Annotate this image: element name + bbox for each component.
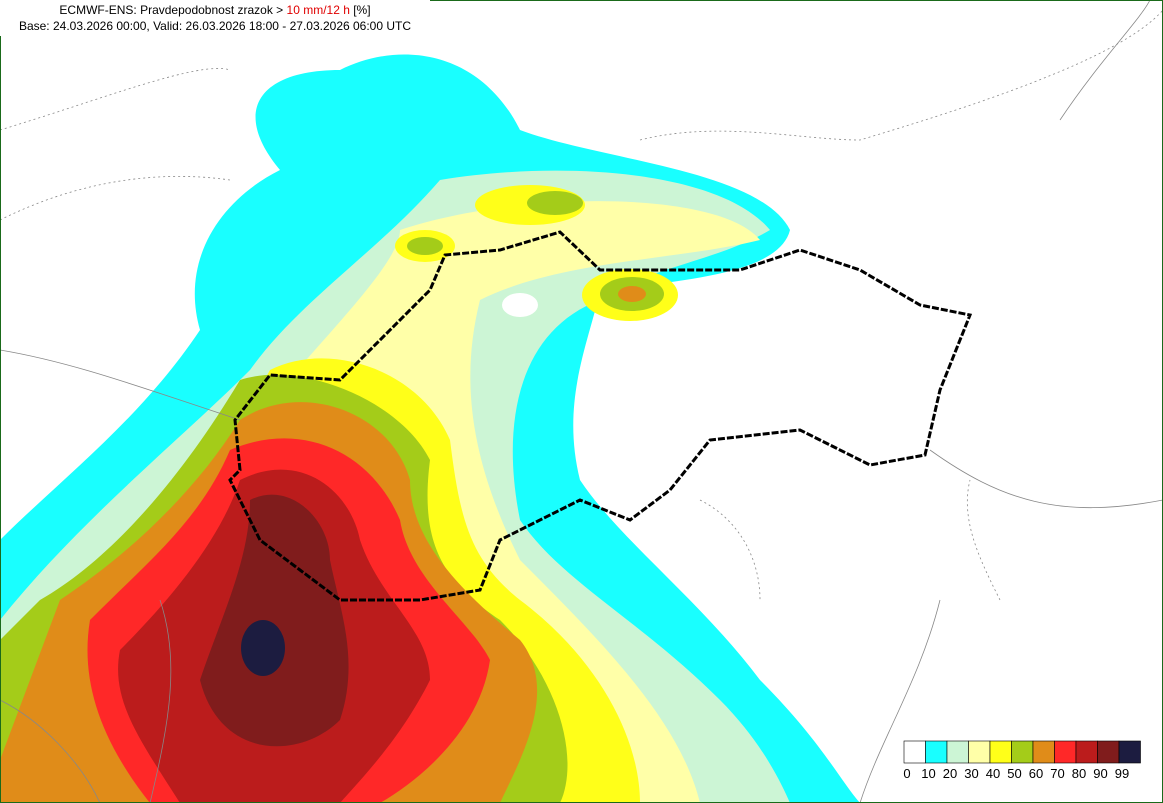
legend-swatch	[1118, 740, 1141, 764]
legend-swatch	[1054, 740, 1077, 764]
title-line-2: Base: 24.03.2026 00:00, Valid: 26.03.202…	[18, 19, 412, 33]
legend-label: 90	[1093, 766, 1107, 781]
field-99	[241, 620, 285, 676]
legend-label: 30	[964, 766, 978, 781]
legend: 0 10 20 30 40 50 60 70 80 90 99	[903, 740, 1141, 781]
legend-label: 70	[1050, 766, 1064, 781]
field-60	[618, 286, 646, 302]
field-0	[432, 5, 468, 55]
legend-swatch	[1097, 740, 1120, 764]
field-0	[502, 293, 538, 317]
legend-label: 0	[903, 766, 910, 781]
legend-swatch	[1032, 740, 1055, 764]
legend-swatch	[903, 740, 926, 764]
probability-fields	[0, 5, 1163, 803]
field-90	[200, 494, 349, 747]
legend-swatch	[1011, 740, 1034, 764]
field-50	[407, 237, 443, 255]
legend-label: 50	[1007, 766, 1021, 781]
legend-swatch	[946, 740, 969, 764]
title-box: ECMWF-ENS: Pravdepodobnost zrazok > 10 m…	[0, 0, 430, 36]
legend-label: 99	[1115, 766, 1129, 781]
legend-swatch	[968, 740, 991, 764]
legend-label: 80	[1072, 766, 1086, 781]
legend-swatch	[1075, 740, 1098, 764]
slovakia-border	[228, 230, 973, 602]
legend-swatch	[989, 740, 1012, 764]
title-highlight: 10 mm/12 h	[286, 3, 350, 17]
legend-label: 20	[943, 766, 957, 781]
field-50	[527, 191, 583, 215]
title-line-1: ECMWF-ENS: Pravdepodobnost zrazok > 10 m…	[0, 2, 430, 18]
field-0	[585, 250, 1163, 803]
title-suffix: [%]	[349, 3, 371, 17]
legend-label: 60	[1029, 766, 1043, 781]
legend-swatch	[925, 740, 948, 764]
legend-label: 10	[921, 766, 935, 781]
dotted-border	[0, 9, 1163, 601]
title-prefix: ECMWF-ENS: Pravdepodobnost zrazok >	[59, 3, 287, 17]
legend-label: 40	[986, 766, 1000, 781]
